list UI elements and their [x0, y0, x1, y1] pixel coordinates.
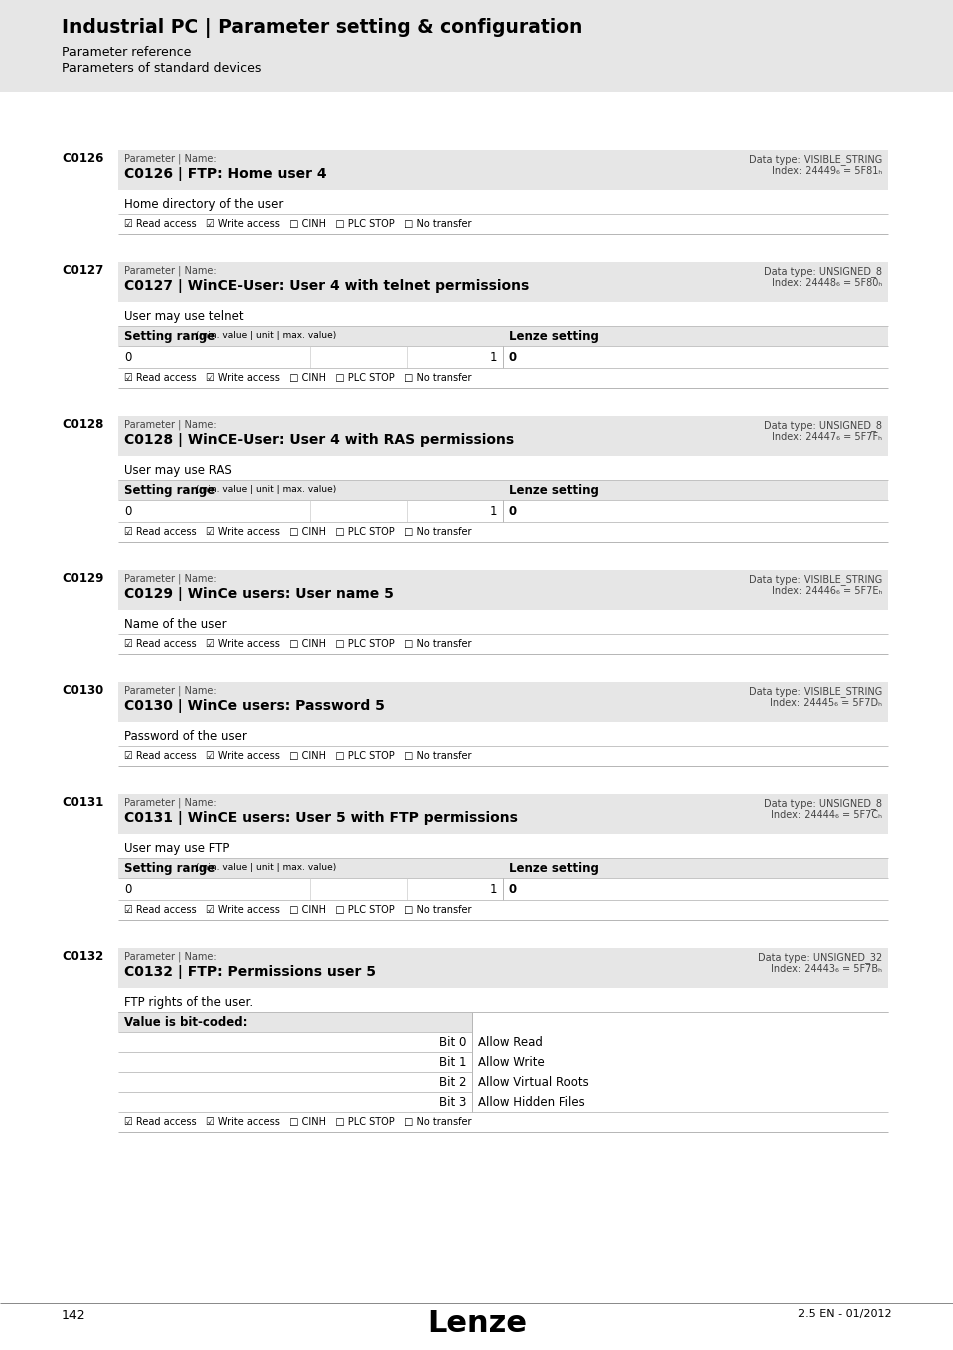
Text: Index: 24448₆ = 5F80ₕ: Index: 24448₆ = 5F80ₕ — [771, 278, 882, 288]
Text: Setting range: Setting range — [124, 329, 215, 343]
Text: Allow Virtual Roots: Allow Virtual Roots — [477, 1076, 588, 1089]
Text: C0131 | WinCE users: User 5 with FTP permissions: C0131 | WinCE users: User 5 with FTP per… — [124, 811, 517, 825]
Bar — [118, 262, 887, 302]
Bar — [118, 794, 887, 834]
Text: Bit 0: Bit 0 — [438, 1035, 466, 1049]
Bar — [118, 859, 887, 878]
Text: 1: 1 — [489, 351, 497, 364]
Text: C0130 | WinCe users: Password 5: C0130 | WinCe users: Password 5 — [124, 699, 384, 713]
Text: Bit 1: Bit 1 — [438, 1056, 466, 1069]
Text: ☑ Read access   ☑ Write access   □ CINH   □ PLC STOP   □ No transfer: ☑ Read access ☑ Write access □ CINH □ PL… — [124, 219, 471, 230]
Text: 1: 1 — [489, 883, 497, 896]
Text: Index: 24449₆ = 5F81ₕ: Index: 24449₆ = 5F81ₕ — [771, 166, 882, 176]
Text: Index: 24446₆ = 5F7Eₕ: Index: 24446₆ = 5F7Eₕ — [771, 586, 882, 595]
Text: Industrial PC | Parameter setting & configuration: Industrial PC | Parameter setting & conf… — [62, 18, 581, 38]
Bar — [0, 0, 953, 92]
Text: C0129 | WinCe users: User name 5: C0129 | WinCe users: User name 5 — [124, 587, 394, 601]
Text: Index: 24445₆ = 5F7Dₕ: Index: 24445₆ = 5F7Dₕ — [769, 698, 882, 707]
Text: Lenze setting: Lenze setting — [509, 485, 598, 497]
Text: Allow Hidden Files: Allow Hidden Files — [477, 1096, 584, 1108]
Text: User may use RAS: User may use RAS — [124, 464, 232, 477]
Text: Parameter | Name:: Parameter | Name: — [124, 952, 216, 963]
Text: (min. value | unit | max. value): (min. value | unit | max. value) — [195, 485, 335, 494]
Bar — [118, 948, 887, 988]
Text: ☑ Read access   ☑ Write access   □ CINH   □ PLC STOP   □ No transfer: ☑ Read access ☑ Write access □ CINH □ PL… — [124, 639, 471, 649]
Text: C0127 | WinCE-User: User 4 with telnet permissions: C0127 | WinCE-User: User 4 with telnet p… — [124, 279, 529, 293]
Text: (min. value | unit | max. value): (min. value | unit | max. value) — [195, 331, 335, 340]
Text: C0129: C0129 — [62, 572, 103, 585]
Text: (min. value | unit | max. value): (min. value | unit | max. value) — [195, 863, 335, 872]
Text: Lenze setting: Lenze setting — [509, 329, 598, 343]
Text: Data type: UNSIGNED_32: Data type: UNSIGNED_32 — [757, 952, 882, 963]
Text: Allow Read: Allow Read — [477, 1035, 542, 1049]
Text: User may use telnet: User may use telnet — [124, 310, 243, 323]
Text: Parameter | Name:: Parameter | Name: — [124, 686, 216, 697]
Text: 1: 1 — [489, 505, 497, 518]
Text: Password of the user: Password of the user — [124, 730, 247, 742]
Text: Home directory of the user: Home directory of the user — [124, 198, 283, 211]
Text: C0126: C0126 — [62, 153, 103, 165]
Text: C0130: C0130 — [62, 684, 103, 697]
Bar — [118, 416, 887, 456]
Text: Setting range: Setting range — [124, 485, 215, 497]
Text: C0132 | FTP: Permissions user 5: C0132 | FTP: Permissions user 5 — [124, 965, 375, 979]
Text: Data type: UNSIGNED_8: Data type: UNSIGNED_8 — [763, 420, 882, 431]
Text: Bit 2: Bit 2 — [438, 1076, 466, 1089]
Text: 142: 142 — [62, 1310, 86, 1322]
Text: Parameter | Name:: Parameter | Name: — [124, 420, 216, 431]
Text: 0: 0 — [509, 351, 517, 364]
Bar — [118, 150, 887, 190]
Text: Index: 24447₆ = 5F7Fₕ: Index: 24447₆ = 5F7Fₕ — [771, 432, 882, 441]
Text: User may use FTP: User may use FTP — [124, 842, 229, 855]
Text: Parameter reference: Parameter reference — [62, 46, 192, 59]
Text: Parameter | Name:: Parameter | Name: — [124, 154, 216, 165]
Bar — [118, 481, 887, 500]
Bar — [118, 682, 887, 722]
Text: Parameter | Name:: Parameter | Name: — [124, 574, 216, 585]
Text: Setting range: Setting range — [124, 863, 215, 875]
Text: Index: 24443₆ = 5F7Bₕ: Index: 24443₆ = 5F7Bₕ — [770, 964, 882, 973]
Text: ☑ Read access   ☑ Write access   □ CINH   □ PLC STOP   □ No transfer: ☑ Read access ☑ Write access □ CINH □ PL… — [124, 904, 471, 915]
Text: 0: 0 — [509, 883, 517, 896]
Text: Name of the user: Name of the user — [124, 618, 227, 630]
Text: Data type: VISIBLE_STRING: Data type: VISIBLE_STRING — [748, 154, 882, 165]
Text: ☑ Read access   ☑ Write access   □ CINH   □ PLC STOP   □ No transfer: ☑ Read access ☑ Write access □ CINH □ PL… — [124, 526, 471, 537]
Text: C0132: C0132 — [62, 950, 103, 963]
Text: Data type: VISIBLE_STRING: Data type: VISIBLE_STRING — [748, 686, 882, 697]
Text: Parameter | Name:: Parameter | Name: — [124, 798, 216, 809]
Text: C0127: C0127 — [62, 265, 103, 277]
Text: Lenze: Lenze — [427, 1310, 526, 1338]
Text: Bit 3: Bit 3 — [438, 1096, 466, 1108]
Bar — [118, 570, 887, 610]
Text: FTP rights of the user.: FTP rights of the user. — [124, 996, 253, 1008]
Text: C0131: C0131 — [62, 796, 103, 809]
Text: Data type: UNSIGNED_8: Data type: UNSIGNED_8 — [763, 266, 882, 277]
Text: Lenze setting: Lenze setting — [509, 863, 598, 875]
Text: Data type: VISIBLE_STRING: Data type: VISIBLE_STRING — [748, 574, 882, 585]
Text: 0: 0 — [509, 505, 517, 518]
Text: 0: 0 — [124, 505, 132, 518]
Text: 0: 0 — [124, 883, 132, 896]
Text: 0: 0 — [124, 351, 132, 364]
Text: Value is bit-coded:: Value is bit-coded: — [124, 1017, 247, 1029]
Text: Data type: UNSIGNED_8: Data type: UNSIGNED_8 — [763, 798, 882, 809]
Text: Index: 24444₆ = 5F7Cₕ: Index: 24444₆ = 5F7Cₕ — [770, 810, 882, 819]
Text: ☑ Read access   ☑ Write access   □ CINH   □ PLC STOP   □ No transfer: ☑ Read access ☑ Write access □ CINH □ PL… — [124, 751, 471, 761]
Text: ☑ Read access   ☑ Write access   □ CINH   □ PLC STOP   □ No transfer: ☑ Read access ☑ Write access □ CINH □ PL… — [124, 373, 471, 383]
Text: Allow Write: Allow Write — [477, 1056, 544, 1069]
Text: C0128 | WinCE-User: User 4 with RAS permissions: C0128 | WinCE-User: User 4 with RAS perm… — [124, 433, 514, 447]
Text: 2.5 EN - 01/2012: 2.5 EN - 01/2012 — [798, 1310, 891, 1319]
Text: ☑ Read access   ☑ Write access   □ CINH   □ PLC STOP   □ No transfer: ☑ Read access ☑ Write access □ CINH □ PL… — [124, 1116, 471, 1127]
Text: Parameters of standard devices: Parameters of standard devices — [62, 62, 261, 76]
Bar — [118, 325, 887, 346]
Text: Parameter | Name:: Parameter | Name: — [124, 266, 216, 277]
Text: C0126 | FTP: Home user 4: C0126 | FTP: Home user 4 — [124, 167, 326, 181]
Bar — [118, 1012, 472, 1031]
Text: C0128: C0128 — [62, 418, 103, 431]
